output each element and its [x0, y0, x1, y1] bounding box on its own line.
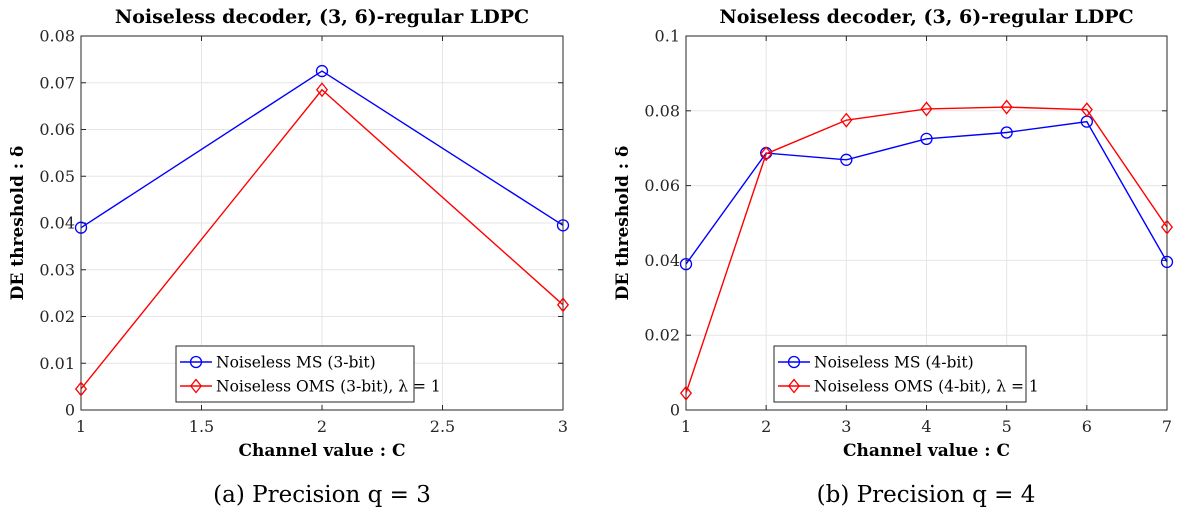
chart-title: Noiseless decoder, (3, 6)-regular LDPC	[115, 6, 529, 28]
data-point	[1000, 99, 1013, 115]
series-line-1	[685, 106, 1168, 394]
legend-label: Noiseless MS (3-bit)	[216, 354, 376, 372]
y-axis-label: DE threshold : δ	[8, 146, 28, 301]
data-point	[760, 146, 773, 162]
data-point	[679, 257, 693, 271]
x-tick-label: 2.5	[430, 417, 455, 436]
x-tick-label: 6	[1082, 417, 1092, 436]
data-point	[1160, 219, 1174, 235]
data-point	[74, 221, 88, 234]
y-tick-label: 0.03	[39, 260, 75, 279]
chart-b: 1 2 3 4 5 6 7 0 0.02 0.04 0.06 0.08 0.1 Noiseless dec…	[613, 6, 1174, 508]
x-tick-label: 7	[1162, 417, 1172, 436]
chart-title: Noiseless decoder, (3, 6)-regular LDPC	[719, 6, 1133, 28]
x-tick-label: 2	[317, 417, 327, 436]
series-line-1	[80, 88, 564, 390]
y-tick-label: 0.02	[644, 326, 680, 345]
data-point	[920, 132, 933, 146]
y-tick-label: 0.1	[655, 27, 680, 46]
figure-caption: (a) Precision q = 3	[213, 482, 431, 508]
x-axis-label: Channel value : C	[239, 441, 406, 461]
figure-caption: (b) Precision q = 4	[817, 482, 1036, 508]
x-axis-label: Channel value : C	[843, 441, 1010, 461]
data-point	[840, 153, 853, 166]
series-line-0	[80, 70, 564, 229]
x-tick-label: 5	[1002, 417, 1012, 436]
legend-marker	[787, 355, 801, 369]
y-tick-label: 0.07	[39, 73, 75, 92]
chart-a: 1 1.5 2 2.5 3 0 0.01 0.02 0.03 0.04 0.05 0.06 0.07 0.…	[8, 6, 570, 508]
y-tick-label: 0.01	[39, 354, 75, 373]
data-point	[840, 112, 853, 128]
data-point	[1000, 126, 1013, 139]
data-point	[679, 385, 693, 401]
data-point	[1160, 255, 1174, 269]
y-tick-label: 0.06	[39, 120, 75, 139]
x-tick-label: 3	[558, 417, 568, 436]
legend-marker	[189, 355, 203, 369]
legend-box	[175, 345, 415, 403]
data-point	[556, 297, 570, 313]
data-point	[1080, 102, 1093, 118]
data-point	[74, 381, 88, 397]
legend-box	[773, 345, 1027, 403]
legend-label: Noiseless MS (4-bit)	[814, 354, 974, 372]
y-tick-label: 0.02	[39, 307, 75, 326]
data-point	[556, 219, 570, 232]
data-point	[315, 64, 329, 78]
y-tick-label: 0.05	[39, 167, 75, 186]
data-point	[315, 82, 329, 98]
y-tick-label: 0	[65, 401, 75, 420]
legend-marker	[787, 378, 801, 394]
x-tick-label: 3	[841, 417, 851, 436]
legend-marker	[189, 378, 203, 394]
y-tick-label: 0.08	[644, 101, 680, 120]
x-tick-label: 1	[681, 417, 691, 436]
y-tick-label: 0.08	[39, 27, 75, 46]
y-tick-label: 0.04	[39, 214, 75, 233]
x-tick-label: 1	[76, 417, 86, 436]
y-axis-label: DE threshold : δ	[613, 146, 633, 301]
legend-label: Noiseless OMS (3-bit), λ = 1	[216, 378, 441, 396]
y-tick-label: 0.06	[644, 176, 680, 195]
legend-label: Noiseless OMS (4-bit), λ = 1	[814, 378, 1039, 396]
x-tick-label: 2	[761, 417, 771, 436]
x-tick-label: 1.5	[189, 417, 214, 436]
data-point	[920, 101, 933, 117]
y-tick-label: 0	[670, 401, 680, 420]
x-tick-label: 4	[921, 417, 931, 436]
y-tick-label: 0.04	[644, 251, 680, 270]
